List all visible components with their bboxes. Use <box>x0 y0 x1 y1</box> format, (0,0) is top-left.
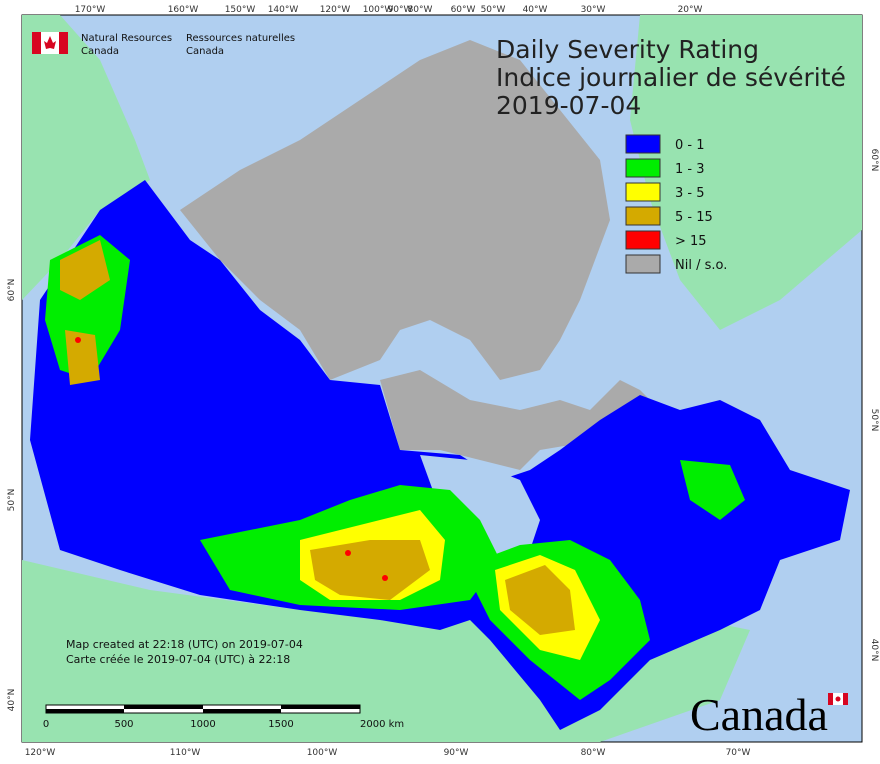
scale-label: 500 <box>114 719 133 730</box>
legend-label: 3 - 5 <box>675 186 705 201</box>
extreme-spot <box>75 337 81 343</box>
usa <box>22 560 750 742</box>
flag-bar <box>32 32 41 54</box>
graticule-label: 160°W <box>168 5 199 15</box>
legend-swatch <box>625 158 661 178</box>
graticule-label: 90°W <box>388 5 413 15</box>
flag-bar <box>843 693 848 705</box>
graticule-label: 40°W <box>523 5 548 15</box>
graticule-label: 60°W <box>451 5 476 15</box>
legend-swatch <box>625 182 661 202</box>
northern-quebec-nil <box>380 370 680 470</box>
graticule-label: 70°W <box>726 748 751 758</box>
agency-fr: Ressources naturelles <box>186 33 295 44</box>
graticule-label: 150°W <box>225 5 256 15</box>
prairies-orange <box>310 540 430 600</box>
graticule-label: 50°N <box>869 409 879 432</box>
graticule-label: 60°N <box>869 149 879 172</box>
graticule-label: 100°W <box>363 5 394 15</box>
graticule-label: 80°W <box>581 748 606 758</box>
flag-leaf <box>835 696 841 702</box>
graticule-label: 20°W <box>678 5 703 15</box>
alaska <box>22 15 150 300</box>
legend-label: > 15 <box>675 234 707 249</box>
arctic-islands <box>180 40 610 380</box>
legend-swatch <box>625 254 661 274</box>
graticule-label: 100°W <box>307 748 338 758</box>
legend-swatch <box>625 206 661 226</box>
scale-bar-segment <box>124 705 203 709</box>
scale-label: 1500 <box>268 719 293 730</box>
graticule-label: 40°N <box>7 689 17 712</box>
agency-en: Canada <box>81 46 119 57</box>
legend-swatch <box>625 134 661 154</box>
scale-label: 0 <box>43 719 49 730</box>
legend-label: Nil / s.o. <box>675 258 727 273</box>
flag-leaf <box>44 36 56 49</box>
legend-label: 5 - 15 <box>675 210 713 225</box>
agency-en: Natural Resources <box>81 33 172 44</box>
scale-bar-segment <box>46 709 124 713</box>
graticule-label: 110°W <box>170 748 201 758</box>
graticule-label: 120°W <box>25 748 56 758</box>
ontario-orange <box>505 565 575 635</box>
title: 2019-07-04 <box>496 91 641 120</box>
graticule-label: 120°W <box>320 5 351 15</box>
graticule-label: 170°W <box>75 5 106 15</box>
graticule-label: 60°N <box>7 279 17 302</box>
map-note: Map created at 22:18 (UTC) on 2019-07-04 <box>66 638 303 651</box>
scale-bar-segment <box>203 709 281 713</box>
graticule-label: 30°W <box>581 5 606 15</box>
graticule-label: 80°W <box>408 5 433 15</box>
map-note: Carte créée le 2019-07-04 (UTC) à 22:18 <box>66 653 290 666</box>
graticule-label: 40°N <box>869 639 879 662</box>
bc-orange <box>65 330 100 385</box>
hudson-bay <box>420 455 540 560</box>
graticule-label: 140°W <box>268 5 299 15</box>
scale-label: 2000 km <box>360 719 404 730</box>
flag-bar <box>828 693 833 705</box>
graticule-label: 50°W <box>481 5 506 15</box>
flag-bar <box>59 32 68 54</box>
legend-swatch <box>625 230 661 250</box>
extreme-spot <box>345 550 351 556</box>
graticule-label: 90°W <box>444 748 469 758</box>
scale-label: 1000 <box>190 719 215 730</box>
wordmark: Canada <box>690 689 828 740</box>
legend-label: 1 - 3 <box>675 162 705 177</box>
legend-label: 0 - 1 <box>675 138 705 153</box>
labrador-green <box>680 460 745 520</box>
scale-bar-segment <box>281 705 360 709</box>
extreme-spot <box>382 575 388 581</box>
graticule-label: 50°N <box>7 489 17 512</box>
yukon-orange <box>60 240 110 300</box>
title: Daily Severity Rating <box>496 35 759 64</box>
agency-fr: Canada <box>186 46 224 57</box>
title: Indice journalier de sévérité <box>496 63 846 92</box>
canada <box>30 180 850 730</box>
greenland <box>630 15 862 330</box>
